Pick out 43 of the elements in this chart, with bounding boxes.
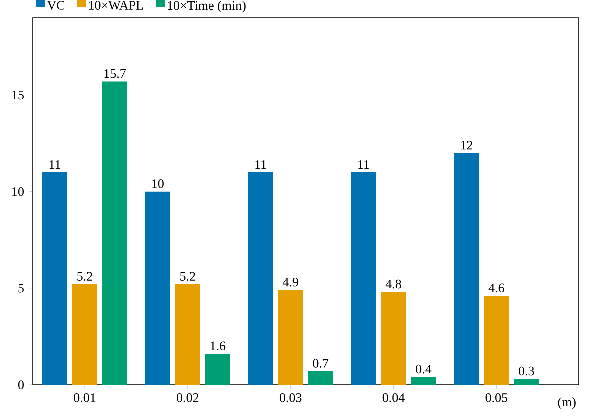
bar	[42, 172, 68, 385]
data-label: 11	[256, 160, 266, 169]
x-tick-label: 0.03	[280, 394, 302, 402]
bar	[484, 296, 510, 385]
bar	[102, 82, 128, 385]
bar	[72, 284, 98, 385]
x-tick-label: 0.02	[177, 394, 199, 402]
data-label: 5.2	[78, 272, 92, 282]
data-label: 11	[358, 160, 370, 169]
data-label: 0.3	[519, 366, 534, 376]
data-label: 11	[50, 160, 60, 169]
y-tick-label: 5	[18, 284, 24, 293]
data-label: 4.8	[386, 280, 402, 289]
bar	[175, 284, 200, 385]
data-label: 0.7	[313, 359, 329, 368]
bar	[205, 354, 230, 385]
bar	[381, 292, 406, 385]
bar	[411, 377, 436, 385]
data-label: 1.6	[210, 342, 226, 351]
data-label: 12	[461, 141, 472, 150]
legend-label: VC	[47, 1, 65, 10]
bar	[308, 371, 334, 385]
x-tick-label: 0.04	[382, 394, 405, 402]
data-label: 4.9	[282, 278, 298, 287]
data-label: 5.2	[180, 272, 196, 282]
y-tick-label: 10	[12, 187, 24, 196]
y-tick-label: 15	[12, 90, 24, 100]
bar	[514, 379, 540, 385]
bar	[248, 172, 274, 385]
x-tick-label: 0.05	[486, 394, 508, 402]
x-tick-label: 0.01	[74, 394, 96, 402]
bar	[454, 153, 480, 385]
bar	[278, 290, 304, 385]
legend-label: 10×Time (min)	[168, 0, 246, 13]
data-label: 15.7	[104, 69, 126, 78]
bar	[351, 172, 376, 385]
data-label: 4.6	[488, 284, 504, 293]
data-label: 10	[152, 180, 164, 188]
x-axis-title: (m)	[558, 398, 576, 410]
bar	[145, 192, 170, 385]
legend-label: 10×WAPL	[89, 1, 144, 10]
data-label: 0.4	[416, 364, 432, 374]
y-tick-label: 0	[18, 380, 24, 390]
